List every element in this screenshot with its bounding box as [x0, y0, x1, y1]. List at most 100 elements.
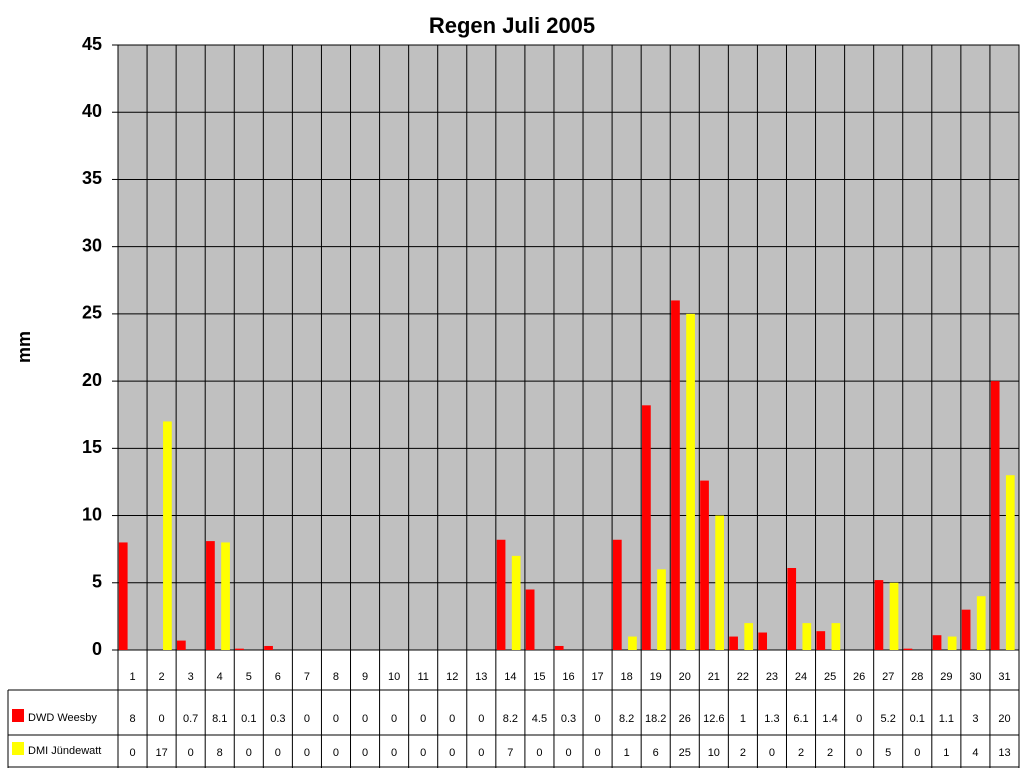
- y-tick-label: 15: [82, 437, 102, 457]
- x-tick-label: 8: [333, 671, 339, 683]
- table-value: 0: [275, 747, 281, 759]
- table-value: 0: [362, 713, 368, 725]
- table-value: 2: [827, 747, 833, 759]
- table-value: 7: [507, 747, 513, 759]
- table-value: 17: [155, 747, 167, 759]
- bar: [525, 589, 535, 650]
- table-value: 0: [565, 747, 571, 759]
- bar: [700, 480, 709, 650]
- table-value: 0: [246, 747, 252, 759]
- bar: [642, 405, 651, 650]
- x-tick-label: 24: [795, 671, 807, 683]
- bar: [206, 541, 215, 650]
- bar: [221, 542, 230, 650]
- bar: [831, 623, 841, 650]
- table-value: 1.3: [764, 713, 779, 725]
- legend-key: [12, 742, 24, 755]
- bar: [496, 539, 506, 650]
- bar: [947, 636, 957, 650]
- bar: [874, 580, 884, 650]
- x-tick-label: 7: [304, 671, 310, 683]
- x-tick-label: 31: [998, 671, 1010, 683]
- legend-label: DWD Weesby: [28, 712, 97, 724]
- x-tick-label: 1: [129, 671, 135, 683]
- plot-area: [117, 44, 1020, 651]
- table-value: 1.1: [939, 713, 954, 725]
- table-value: 0: [362, 747, 368, 759]
- y-tick-label: 45: [82, 34, 102, 54]
- bar: [729, 636, 738, 650]
- x-tick-label: 2: [159, 671, 165, 683]
- bar: [612, 539, 622, 650]
- table-value: 6.1: [793, 713, 808, 725]
- table-value: 0: [595, 747, 601, 759]
- table-value: 2: [740, 747, 746, 759]
- table-value: 8: [217, 747, 223, 759]
- table-value: 0: [914, 747, 920, 759]
- table-value: 0: [304, 713, 310, 725]
- bar: [686, 313, 695, 650]
- table-value: 0: [595, 713, 601, 725]
- y-tick-label: 40: [82, 101, 102, 121]
- table-value: 13: [998, 747, 1010, 759]
- table-value: 8: [129, 713, 135, 725]
- table-value: 0: [420, 747, 426, 759]
- x-tick-label: 30: [969, 671, 981, 683]
- bar: [163, 421, 172, 650]
- bar: [715, 515, 724, 650]
- table-value: 2: [798, 747, 804, 759]
- y-tick-label: 5: [92, 572, 102, 592]
- y-tick-label: 35: [82, 168, 102, 188]
- y-tick-label: 10: [82, 504, 102, 524]
- table-value: 0.3: [270, 713, 285, 725]
- x-tick-label: 21: [708, 671, 720, 683]
- y-tick-label: 20: [82, 370, 102, 390]
- bar: [758, 632, 768, 650]
- y-tick-label: 30: [82, 235, 102, 255]
- table-value: 5: [885, 747, 891, 759]
- x-tick-label: 17: [591, 671, 603, 683]
- table-value: 6: [653, 747, 659, 759]
- bar: [932, 635, 942, 650]
- y-tick-label: 25: [82, 303, 102, 323]
- table-value: 0: [333, 713, 339, 725]
- table-value: 8.1: [212, 713, 227, 725]
- x-tick-label: 19: [650, 671, 662, 683]
- x-tick-label: 4: [217, 671, 223, 683]
- legend-key: [12, 709, 24, 722]
- table-value: 5.2: [881, 713, 896, 725]
- table-value: 20: [998, 713, 1010, 725]
- bar: [816, 631, 826, 650]
- table-value: 0: [769, 747, 775, 759]
- table-value: 0: [449, 747, 455, 759]
- x-tick-label: 22: [737, 671, 749, 683]
- table-value: 1: [740, 713, 746, 725]
- table-value: 0.3: [561, 713, 576, 725]
- bar: [235, 648, 244, 650]
- bar: [976, 596, 986, 650]
- x-tick-label: 16: [562, 671, 574, 683]
- bar: [264, 645, 273, 650]
- bar: [889, 582, 899, 650]
- bar: [744, 623, 754, 650]
- table-value: 4: [972, 747, 978, 759]
- table-value: 0: [420, 713, 426, 725]
- table-value: 18.2: [645, 713, 666, 725]
- x-tick-label: 28: [911, 671, 923, 683]
- table-value: 1.4: [822, 713, 837, 725]
- table-value: 1: [943, 747, 949, 759]
- table-value: 12.6: [703, 713, 724, 725]
- bar: [657, 569, 666, 650]
- table-value: 0: [536, 747, 542, 759]
- x-tick-label: 9: [362, 671, 368, 683]
- table-value: 1: [624, 747, 630, 759]
- x-tick-label: 25: [824, 671, 836, 683]
- table-value: 0.1: [910, 713, 925, 725]
- bar: [554, 645, 564, 650]
- bar: [177, 640, 186, 650]
- table-value: 4.5: [532, 713, 547, 725]
- bar: [671, 300, 680, 650]
- y-tick-label: 0: [92, 639, 102, 659]
- bar: [118, 542, 128, 650]
- x-tick-label: 3: [188, 671, 194, 683]
